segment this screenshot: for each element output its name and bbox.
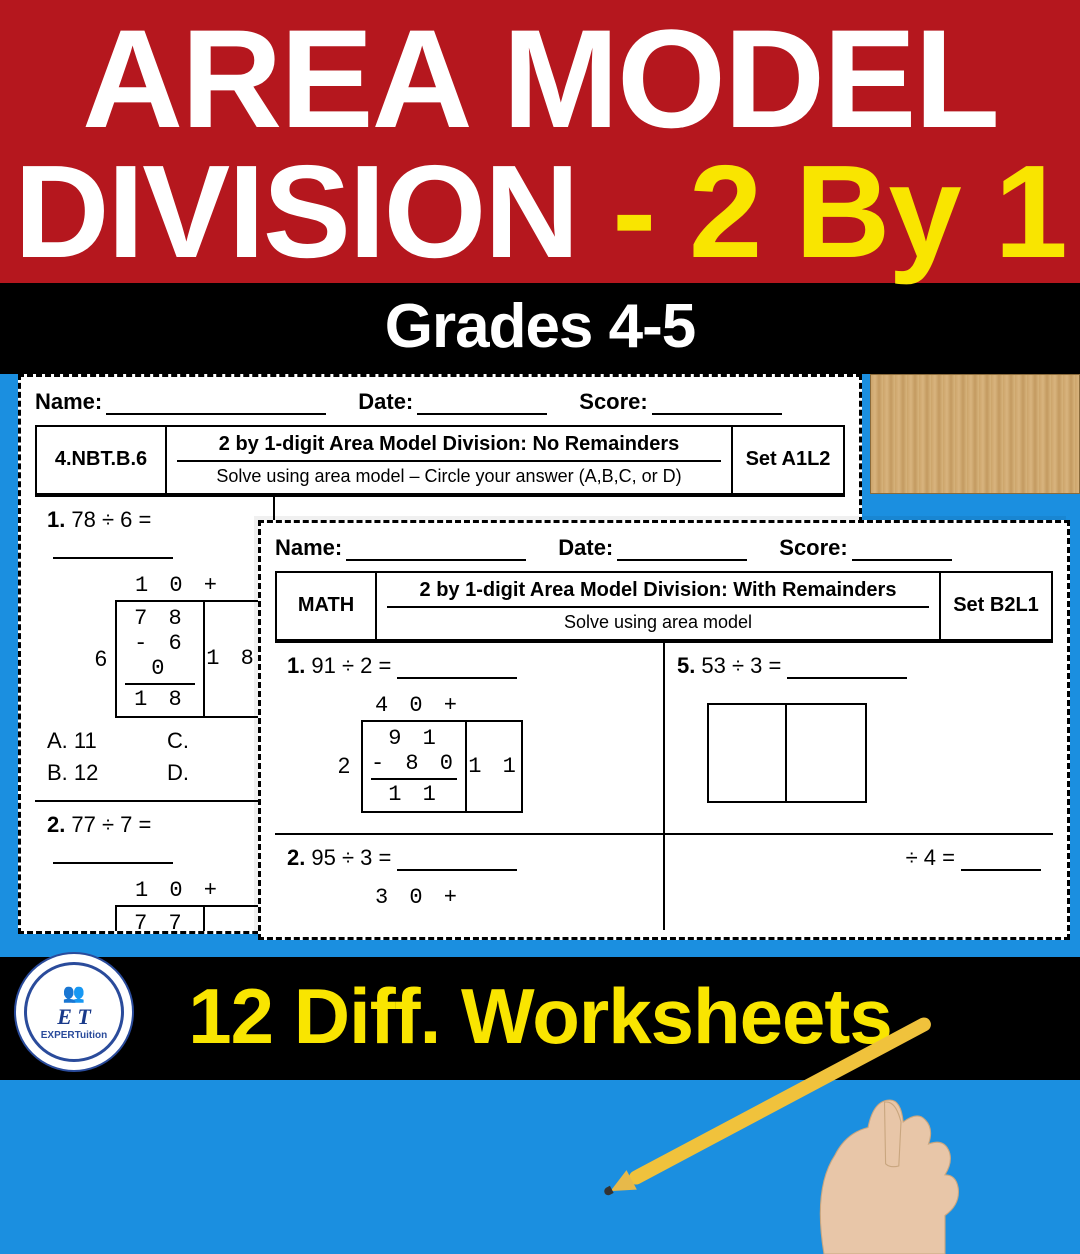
brand-logo: 👥 E T EXPERTuition bbox=[14, 952, 134, 1072]
worksheet-b-q6: ÷ 4 = bbox=[665, 835, 1053, 930]
worksheet-preview-area: Name: Date: Score: 4.NBT.B.6 2 by 1-digi… bbox=[0, 374, 1080, 934]
worksheet-b: Name: Date: Score: MATH 2 by 1-digit Are… bbox=[258, 520, 1070, 940]
worksheet-b-title-bar: MATH 2 by 1-digit Area Model Division: W… bbox=[275, 571, 1053, 641]
worksheet-a-header-fields: Name: Date: Score: bbox=[35, 389, 845, 415]
logo-brand-text: EXPERTuition bbox=[41, 1030, 107, 1041]
title-line2-white: DIVISION bbox=[14, 138, 612, 285]
grades-band: Grades 4-5 bbox=[0, 283, 1080, 374]
standard-code: 4.NBT.B.6 bbox=[37, 427, 167, 493]
score-field: Score: bbox=[779, 535, 951, 561]
worksheet-a-q1: 1.78 ÷ 6 = 1 0 + 6 7 8 - 6 0 1 8 1 8 A bbox=[35, 497, 275, 800]
set-code: Set B2L1 bbox=[941, 573, 1051, 639]
standard-code: MATH bbox=[277, 573, 377, 639]
worksheet-a-title: 2 by 1-digit Area Model Division: No Rem… bbox=[167, 427, 733, 493]
title-line1: AREA MODEL bbox=[0, 10, 1080, 147]
worksheet-b-q5: 5.53 ÷ 3 = bbox=[665, 643, 1053, 833]
worksheet-b-row1: 1.91 ÷ 2 = 4 0 + 2 9 1 - 8 0 1 1 1 1 bbox=[275, 641, 1053, 833]
worksheet-b-q2: 2.95 ÷ 3 = 3 0 + bbox=[275, 835, 665, 930]
q2-area-model: 1 0 + 7 7 7 - 7 0 bbox=[87, 878, 261, 934]
logo-figures-icon: 👥 bbox=[63, 983, 85, 1004]
title-line2-yellow: - 2 By 1 bbox=[612, 138, 1066, 285]
title-band-red: AREA MODEL DIVISION - 2 By 1 bbox=[0, 0, 1080, 283]
name-field: Name: bbox=[35, 389, 326, 415]
q1-area-model: 1 0 + 6 7 8 - 6 0 1 8 1 8 bbox=[87, 573, 261, 718]
worksheet-a-title-bar: 4.NBT.B.6 2 by 1-digit Area Model Divisi… bbox=[35, 425, 845, 495]
q5-empty-model bbox=[707, 703, 1041, 803]
name-field: Name: bbox=[275, 535, 526, 561]
set-code: Set A1L2 bbox=[733, 427, 843, 493]
q1b-area-model: 4 0 + 2 9 1 - 8 0 1 1 1 1 bbox=[327, 693, 651, 813]
title-line2: DIVISION - 2 By 1 bbox=[0, 147, 1080, 276]
logo-initials: E T bbox=[57, 1004, 91, 1030]
score-field: Score: bbox=[579, 389, 781, 415]
worksheet-b-q1: 1.91 ÷ 2 = 4 0 + 2 9 1 - 8 0 1 1 1 1 bbox=[275, 643, 665, 833]
worksheet-b-title: 2 by 1-digit Area Model Division: With R… bbox=[377, 573, 941, 639]
worksheet-b-header-fields: Name: Date: Score: bbox=[275, 535, 1053, 561]
date-field: Date: bbox=[358, 389, 547, 415]
worksheet-a-q2: 2.77 ÷ 7 = 1 0 + 7 7 7 - 7 0 bbox=[35, 802, 275, 934]
date-field: Date: bbox=[558, 535, 747, 561]
wood-texture-decor bbox=[870, 374, 1080, 494]
q1-choices: A. 11C. B. 12D. bbox=[47, 728, 261, 786]
worksheet-b-row2: 2.95 ÷ 3 = 3 0 + ÷ 4 = bbox=[275, 833, 1053, 930]
